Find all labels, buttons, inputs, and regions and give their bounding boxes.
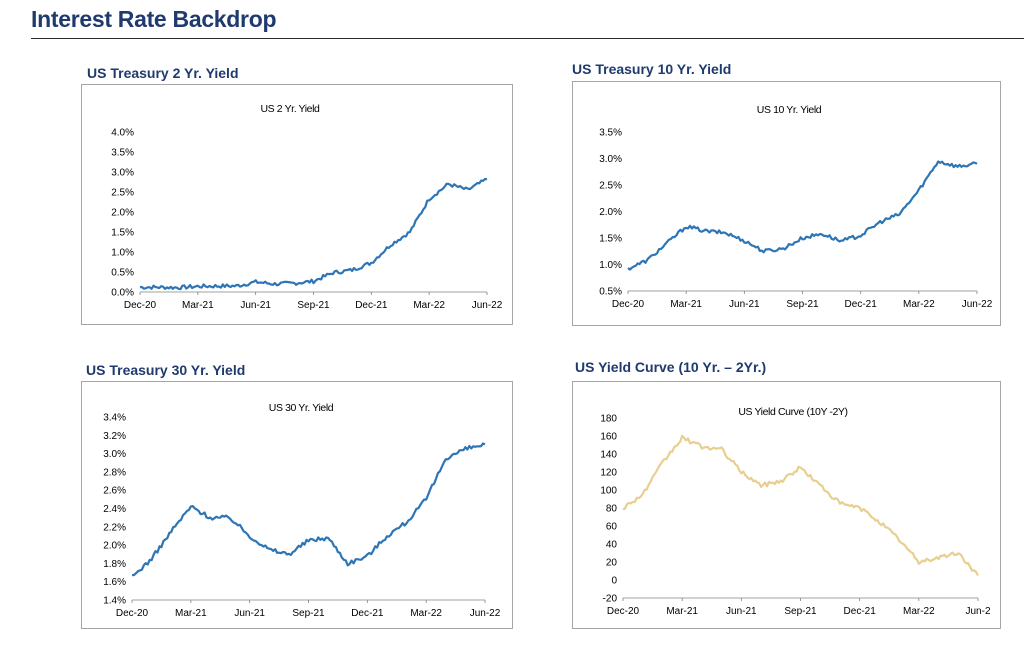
x-tick-label: Sep-21: [297, 300, 330, 311]
x-tick-label: Sep-21: [784, 606, 817, 617]
x-tick-label: Mar-22: [903, 299, 935, 310]
x-tick-label: Mar-22: [413, 300, 445, 311]
panel-heading-30yr: US Treasury 30 Yr. Yield: [86, 362, 246, 378]
x-tick-label: Mar-22: [903, 606, 935, 617]
chart-title: US 10 Yr. Yield: [757, 104, 822, 116]
y-tick-label: 80: [606, 504, 618, 515]
y-tick-label: 2.4%: [103, 504, 126, 515]
y-tick-label: 100: [600, 486, 617, 497]
x-tick-label: Jun-2: [965, 606, 990, 617]
x-tick-label: Sep-21: [292, 608, 325, 619]
y-tick-label: 120: [600, 468, 617, 479]
x-tick-label: Dec-21: [845, 299, 878, 310]
x-tick-label: Jun-22: [470, 608, 501, 619]
y-tick-label: 180: [600, 414, 617, 425]
y-tick-label: 1.0%: [111, 248, 134, 259]
x-tick-label: Dec-20: [124, 300, 157, 311]
y-tick-label: 3.0%: [599, 154, 622, 165]
y-tick-label: 2.8%: [103, 467, 126, 478]
x-tick-label: Dec-20: [116, 608, 149, 619]
y-tick-label: 40: [606, 540, 618, 551]
panel-heading-curve: US Yield Curve (10 Yr. – 2Yr.): [575, 359, 767, 375]
y-tick-label: 3.5%: [599, 128, 622, 139]
y-tick-label: 4.0%: [111, 128, 134, 139]
x-tick-label: Mar-21: [666, 606, 698, 617]
y-tick-label: 60: [606, 522, 618, 533]
series-line: [131, 442, 486, 577]
series-line: [139, 177, 488, 291]
x-tick-label: Jun-21: [234, 608, 265, 619]
chart-30yr: US 30 Yr. Yield 3.4% 3.2% 3.0% 2.8% 2.6% 2.4% 2…: [81, 381, 513, 629]
x-tick-label: Jun-22: [962, 299, 993, 310]
y-tick-label: 2.2%: [103, 522, 126, 533]
y-tick-label: 1.0%: [599, 260, 622, 271]
y-tick-label: 0.5%: [599, 287, 622, 298]
y-tick-label: 1.5%: [111, 228, 134, 239]
y-tick-label: -20: [603, 594, 618, 605]
x-tick-label: Mar-21: [175, 608, 207, 619]
panel-heading-2yr: US Treasury 2 Yr. Yield: [87, 65, 239, 81]
series-line: [627, 160, 978, 271]
series-line: [622, 434, 979, 577]
y-tick-label: 3.0%: [111, 168, 134, 179]
x-tick-label: Mar-21: [670, 299, 702, 310]
y-tick-label: 3.2%: [103, 431, 126, 442]
y-tick-label: 1.4%: [103, 596, 126, 607]
panel-heading-10yr: US Treasury 10 Yr. Yield: [572, 61, 732, 77]
chart-title: US Yield Curve (10Y -2Y): [738, 406, 847, 418]
x-tick-label: Mar-22: [410, 608, 442, 619]
chart-curve-svg: US Yield Curve (10Y -2Y) 180 160 140 120 100 8…: [600, 406, 991, 617]
x-tick-label: Jun-21: [240, 300, 271, 311]
y-tick-label: 1.5%: [599, 234, 622, 245]
x-tick-label: Dec-21: [355, 300, 388, 311]
y-tick-label: 0.0%: [111, 288, 134, 299]
x-tick-label: Jun-22: [472, 300, 503, 311]
x-tick-label: Dec-21: [351, 608, 384, 619]
y-tick-label: 2.0%: [111, 208, 134, 219]
x-tick-label: Jun-21: [726, 606, 757, 617]
chart-10yr-svg: US 10 Yr. Yield 3.5% 3.0% 2.5% 2.0% 1.5% 1.0% 0…: [599, 104, 993, 310]
y-tick-label: 1.6%: [103, 577, 126, 588]
x-tick-label: Mar-21: [182, 300, 214, 311]
chart-2yr-svg: US 2 Yr. Yield 4.0% 3.5% 3.0% 2.5% 2.0% 1.5% 1.…: [111, 103, 503, 311]
y-tick-label: 3.4%: [103, 413, 126, 424]
y-tick-label: 2.0%: [599, 207, 622, 218]
x-tick-label: Dec-21: [844, 606, 877, 617]
page-title: Interest Rate Backdrop: [31, 6, 277, 32]
y-tick-label: 3.0%: [103, 449, 126, 460]
y-tick-label: 160: [600, 432, 617, 443]
y-tick-label: 2.0%: [103, 541, 126, 552]
y-tick-label: 140: [600, 450, 617, 461]
y-tick-label: 2.6%: [103, 486, 126, 497]
chart-30yr-svg: US 30 Yr. Yield 3.4% 3.2% 3.0% 2.8% 2.6% 2.4% 2…: [103, 402, 501, 619]
y-tick-label: 2.5%: [599, 181, 622, 192]
y-tick-label: 1.8%: [103, 559, 126, 570]
x-tick-label: Dec-20: [607, 606, 640, 617]
chart-curve: US Yield Curve (10Y -2Y) 180 160 140 120 100 8…: [572, 381, 1001, 629]
y-tick-label: 20: [606, 558, 618, 569]
y-tick-label: 3.5%: [111, 148, 134, 159]
x-tick-label: Sep-21: [786, 299, 819, 310]
chart-10yr: US 10 Yr. Yield 3.5% 3.0% 2.5% 2.0% 1.5% 1.0% 0…: [572, 81, 1001, 326]
x-tick-label: Jun-21: [729, 299, 760, 310]
y-tick-label: 0: [611, 576, 617, 587]
x-tick-label: Dec-20: [612, 299, 645, 310]
y-tick-label: 0.5%: [111, 268, 134, 279]
chart-title: US 30 Yr. Yield: [269, 402, 334, 414]
title-divider: [31, 38, 1024, 39]
chart-title: US 2 Yr. Yield: [261, 103, 321, 115]
chart-2yr: US 2 Yr. Yield 4.0% 3.5% 3.0% 2.5% 2.0% 1.5% 1.…: [81, 84, 513, 325]
y-tick-label: 2.5%: [111, 188, 134, 199]
